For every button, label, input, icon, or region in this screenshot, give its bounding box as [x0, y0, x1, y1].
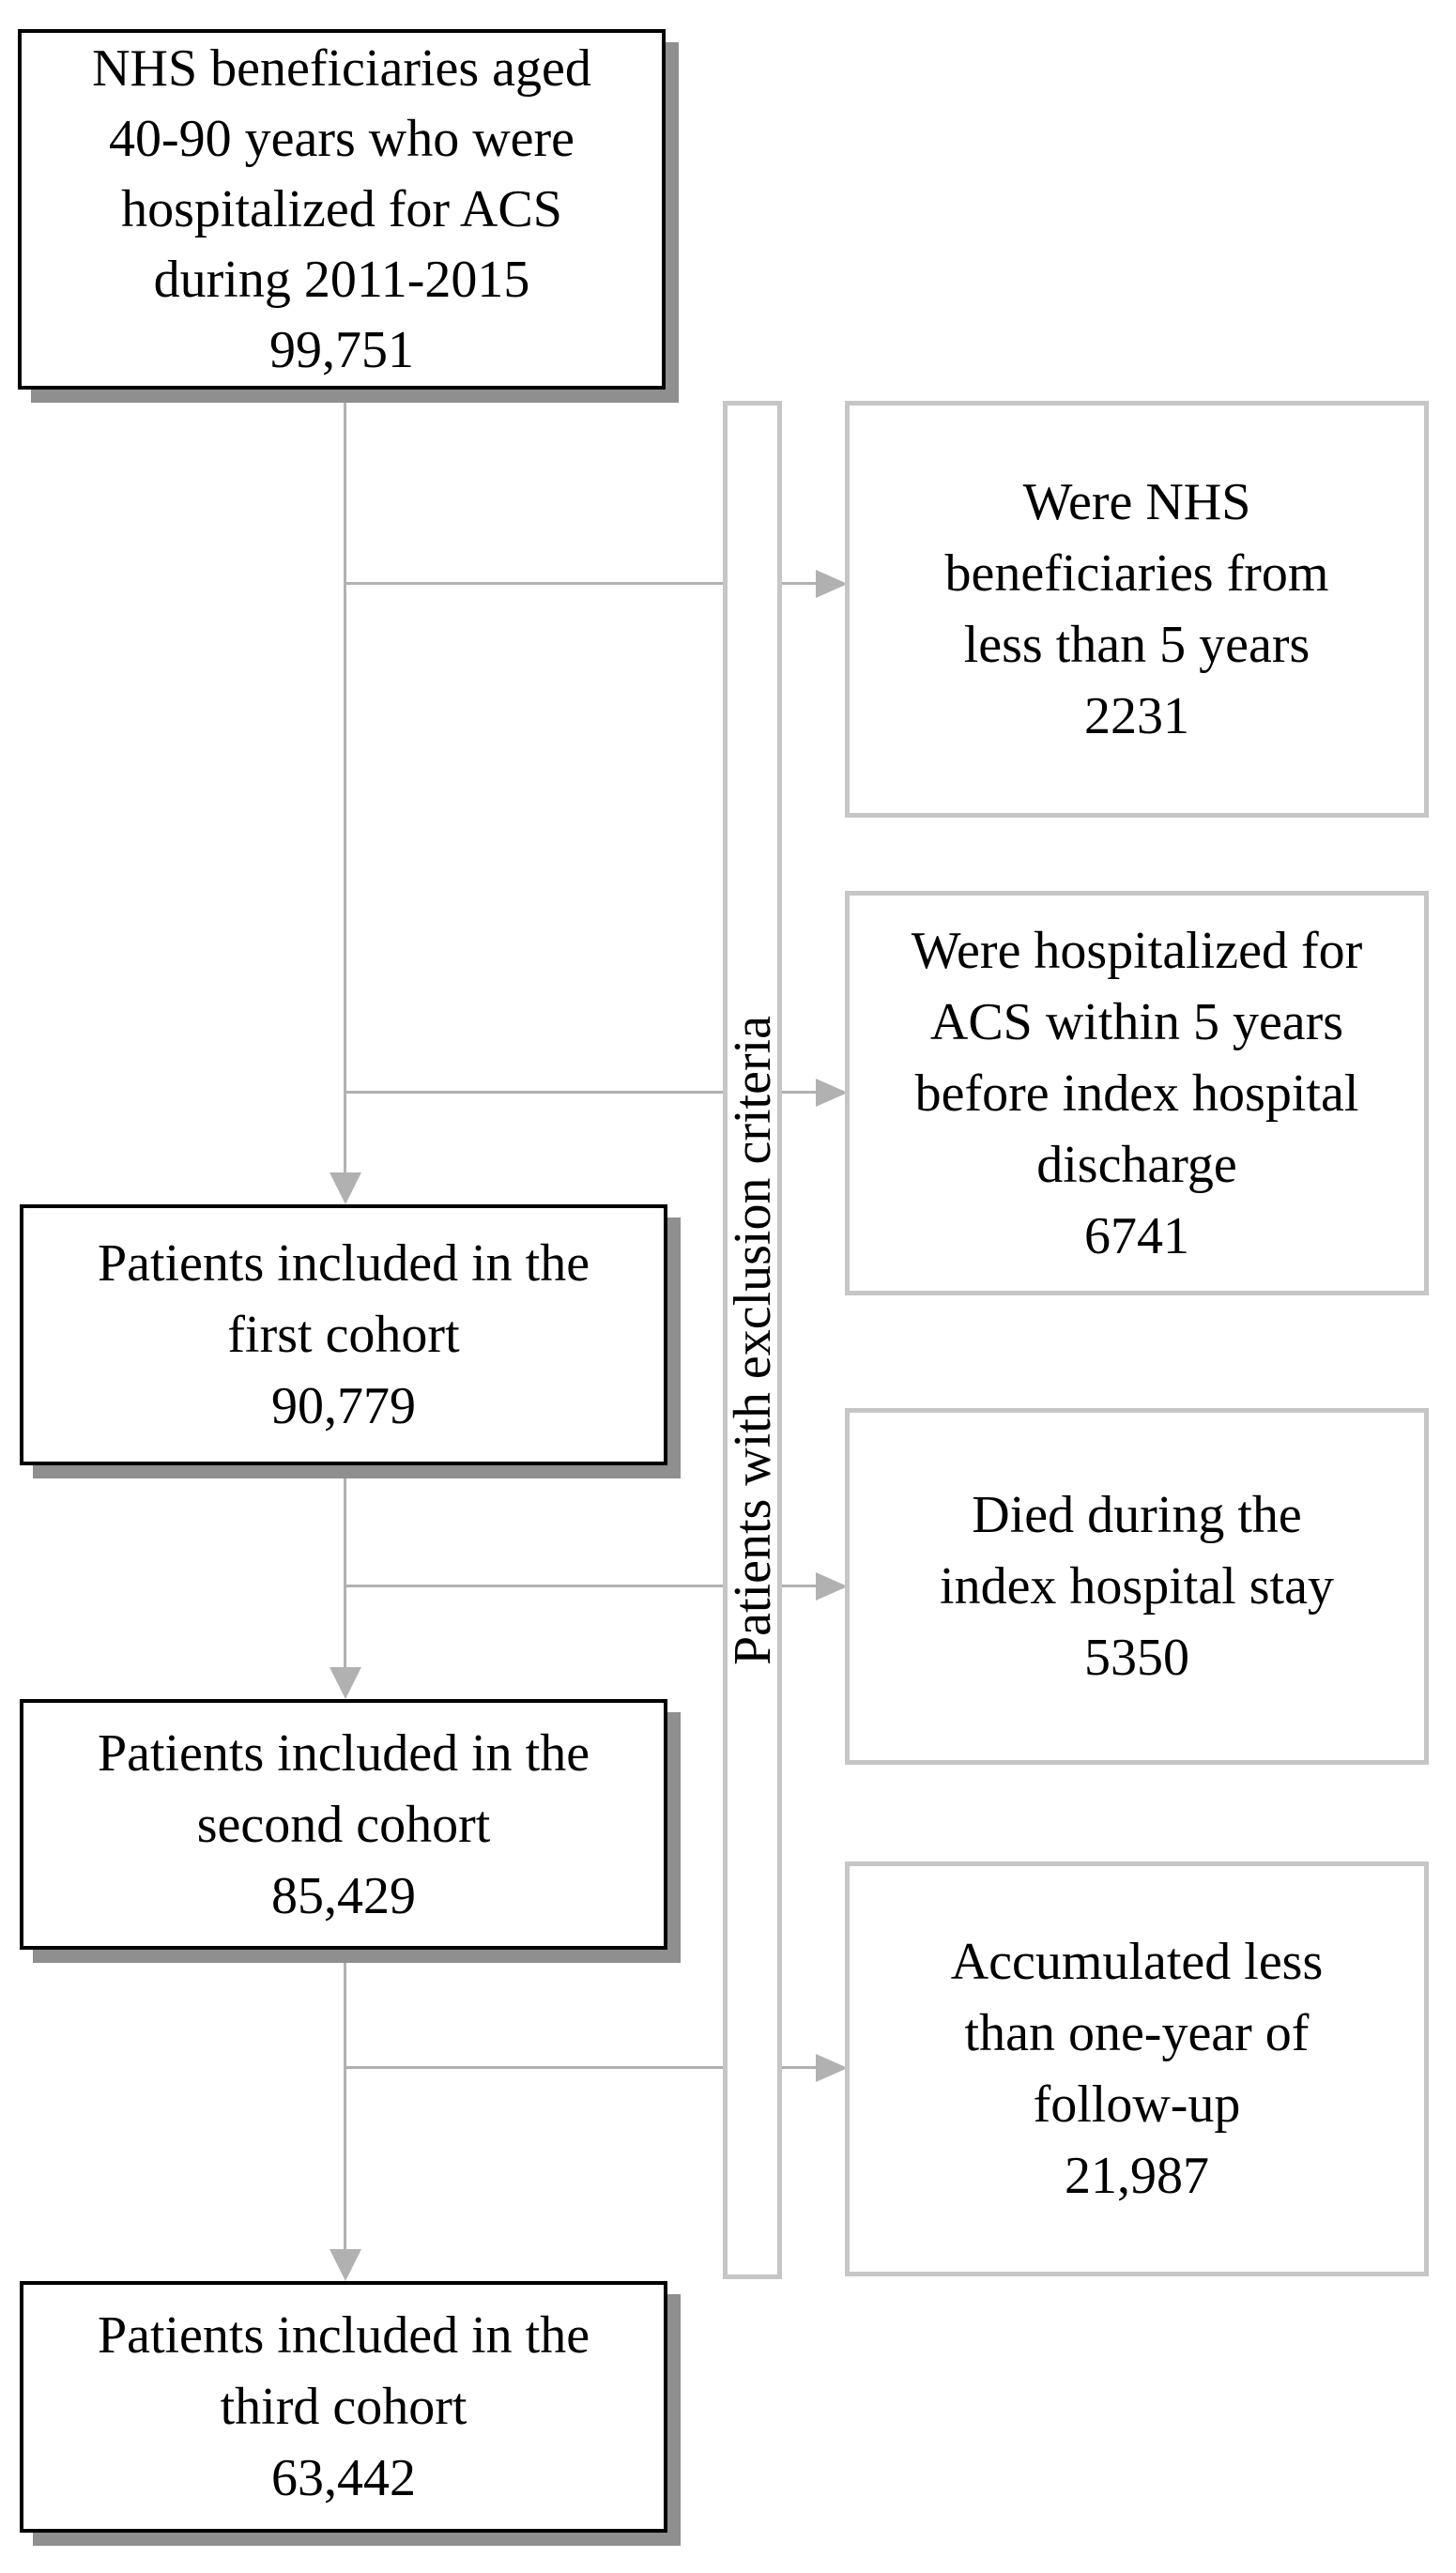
box-count: 5350: [1084, 1629, 1189, 1687]
trunk-line-segment-3: [344, 1953, 346, 2249]
branch-line-4-left: [345, 2066, 723, 2069]
box-text-line: Were hospitalized for: [911, 921, 1363, 980]
box-count: 21,987: [1065, 2147, 1209, 2205]
box-third-cohort: Patients included in the third cohort 63…: [20, 2281, 667, 2533]
right-arrowhead-1: [816, 570, 848, 598]
box-first-cohort: Patients included in the first cohort 90…: [20, 1204, 667, 1465]
right-arrowhead-4: [816, 2054, 848, 2082]
box-text-line: before index hospital: [914, 1064, 1359, 1123]
box-text-line: follow-up: [1033, 2075, 1241, 2134]
trunk-line-segment-1: [344, 393, 346, 1172]
box-text-line: during 2011-2015: [153, 250, 530, 309]
branch-line-2-left: [345, 1091, 723, 1094]
box-text-line: second cohort: [196, 1795, 491, 1854]
box-count: 6741: [1084, 1206, 1189, 1265]
box-text-line: ACS within 5 years: [929, 992, 1344, 1051]
box-exclusion-less-one-year-followup: Accumulated less than one-year of follow…: [845, 1861, 1429, 2276]
box-text-line: Were NHS: [1022, 473, 1251, 531]
box-text-line: Patients included in the: [97, 1723, 590, 1783]
box-text-line: than one-year of: [964, 2004, 1310, 2062]
trunk-line-segment-2: [344, 1468, 346, 1667]
box-count: 99,751: [269, 320, 414, 379]
box-text-line: beneficiaries from: [944, 544, 1329, 603]
right-arrowhead-2: [816, 1079, 848, 1107]
box-count: 2231: [1084, 687, 1189, 745]
down-arrowhead-2: [330, 1667, 361, 1699]
box-text-line: less than 5 years: [963, 616, 1310, 674]
branch-line-4-right: [782, 2066, 818, 2069]
box-text-line: Patients included in the: [97, 2306, 590, 2365]
down-arrowhead-3: [330, 2249, 361, 2281]
box-text-line: first cohort: [227, 1306, 460, 1364]
box-text-line: NHS beneficiaries aged: [92, 38, 591, 98]
box-exclusion-died-index-stay: Died during the index hospital stay 5350: [845, 1408, 1429, 1765]
box-source-population: NHS beneficiaries aged 40-90 years who w…: [18, 29, 666, 390]
branch-line-2-right: [782, 1091, 818, 1094]
box-count: 90,779: [271, 1377, 416, 1435]
exclusion-criteria-label-text: Patients with exclusion criteria: [723, 1015, 782, 1665]
box-text-line: Patients included in the: [97, 1234, 590, 1293]
box-exclusion-prior-acs-hospitalization: Were hospitalized for ACS within 5 years…: [845, 891, 1429, 1295]
box-exclusion-nhs-less-5-years: Were NHS beneficiaries from less than 5 …: [845, 401, 1429, 818]
box-count: 63,442: [271, 2449, 416, 2507]
box-text-line: Died during the: [972, 1486, 1302, 1544]
down-arrowhead-1: [330, 1172, 361, 1204]
box-text-line: 40-90 years who were: [108, 109, 575, 168]
box-text-line: discharge: [1036, 1135, 1237, 1194]
box-count: 85,429: [271, 1866, 416, 1925]
branch-line-3-right: [782, 1585, 818, 1587]
box-text-line: index hospital stay: [940, 1557, 1334, 1616]
box-text-line: third cohort: [220, 2378, 467, 2436]
box-second-cohort: Patients included in the second cohort 8…: [20, 1699, 667, 1950]
branch-line-1-left: [345, 582, 723, 585]
box-text-line: hospitalized for ACS: [121, 179, 562, 238]
branch-line-3-left: [345, 1585, 723, 1587]
branch-line-1-right: [782, 582, 818, 585]
box-text-line: Accumulated less: [950, 1933, 1324, 1991]
box-exclusion-criteria-label: Patients with exclusion criteria: [723, 401, 782, 2279]
right-arrowhead-3: [816, 1572, 848, 1600]
